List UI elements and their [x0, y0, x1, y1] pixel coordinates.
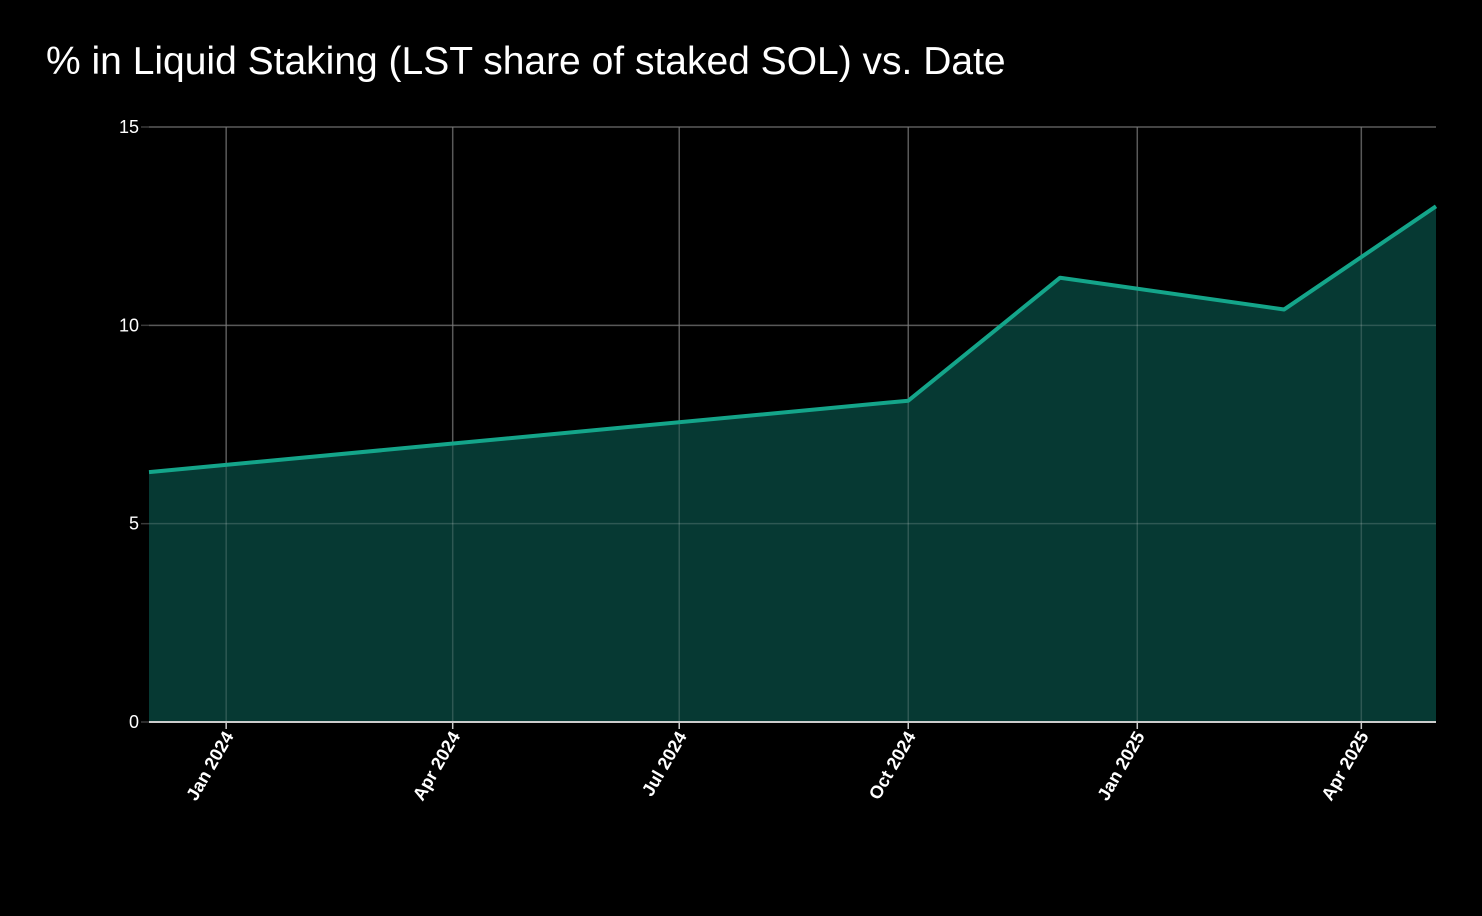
series-area-fill	[149, 206, 1436, 723]
x-tick-label: Jul 2024	[638, 728, 691, 800]
x-tick-label: Oct 2024	[865, 728, 920, 803]
x-tick-label: Apr 2024	[409, 728, 464, 804]
y-tick-label: 10	[119, 315, 139, 335]
x-tick-label: Apr 2025	[1317, 728, 1372, 804]
x-tick-label: Jan 2024	[182, 728, 237, 804]
y-tick-label: 15	[119, 117, 139, 137]
x-axis-ticks: Jan 2024 Apr 2024 Jul 2024 Oct 2024 Jan 2025…	[182, 722, 1373, 804]
grid-lines-overlay	[149, 126, 1436, 722]
x-tick-label: Jan 2025	[1093, 728, 1148, 804]
y-tick-label: 5	[129, 514, 139, 534]
chart-title: % in Liquid Staking (LST share of staked…	[46, 40, 1006, 83]
series-line	[148, 204, 1438, 475]
y-axis-ticks: 0 5 10 15	[119, 117, 149, 732]
y-tick-label: 0	[129, 712, 139, 732]
